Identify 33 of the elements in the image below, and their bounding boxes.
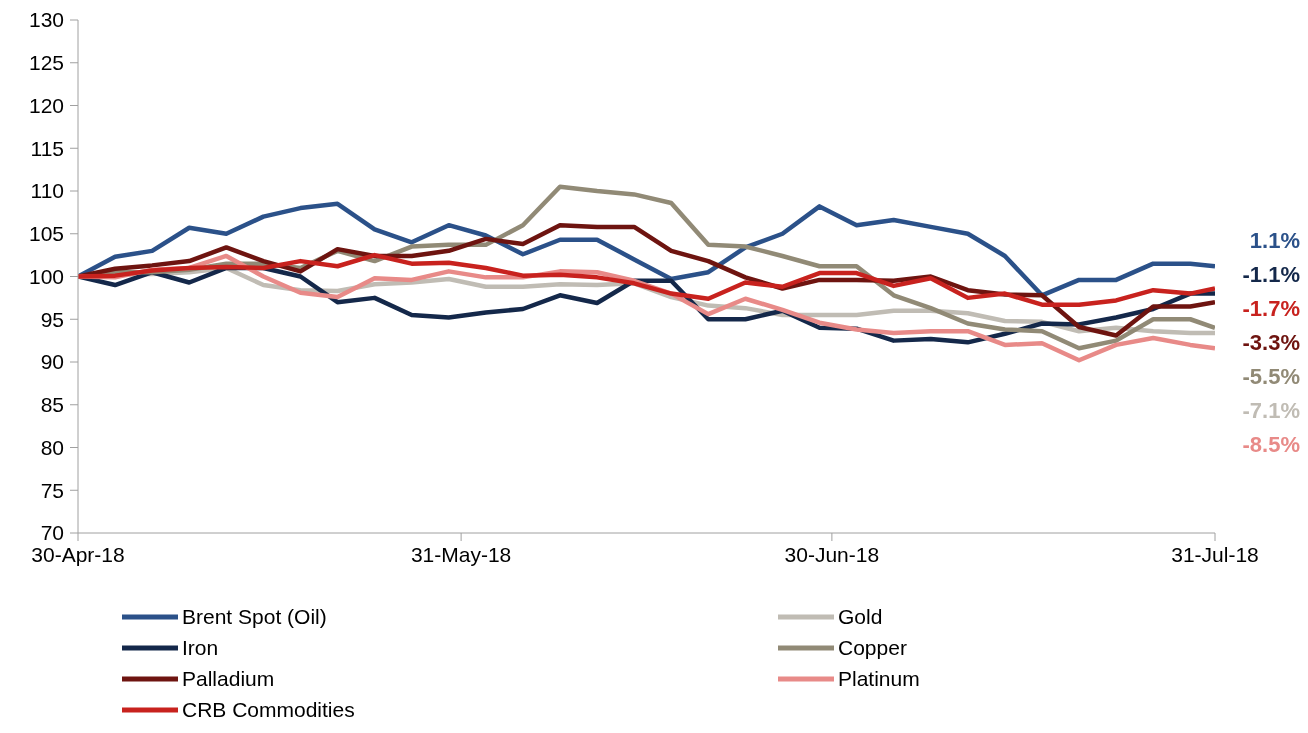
y-tick-label: 95	[40, 307, 64, 331]
y-tick-label: 90	[40, 350, 64, 374]
text: -1.7%	[1241, 296, 1300, 322]
legend-label: Brent Spot (Oil)	[182, 604, 327, 629]
y-tick-label: 110	[30, 179, 64, 203]
text: -1.1%	[1241, 262, 1300, 288]
y-tick-label: 80	[40, 435, 64, 459]
y-tick-label: 130	[28, 8, 64, 32]
y-tick-label: 75	[40, 478, 64, 502]
y-tick-label: 70	[40, 521, 64, 545]
text: -3.3%	[1241, 330, 1300, 356]
x-tick-label: 30-Apr-18	[31, 542, 125, 566]
y-tick-label: 125	[28, 51, 64, 75]
y-tick-label: 115	[30, 136, 64, 160]
legend-label: CRB Commodities	[182, 697, 355, 722]
y-tick-label: 100	[28, 264, 64, 288]
line-series	[78, 201, 1215, 298]
text: -5.5%	[1241, 364, 1300, 390]
y-tick-label: 105	[28, 222, 64, 246]
text: -8.5%	[1241, 432, 1300, 458]
legend-label: Copper	[838, 635, 907, 660]
x-tick-label: 31-May-18	[410, 542, 512, 566]
legend-label: Platinum	[838, 666, 920, 691]
legend-label: Gold	[838, 604, 883, 629]
text: 1.1%	[1248, 228, 1300, 254]
text: -7.1%	[1241, 398, 1300, 424]
legend-label: Palladium	[182, 666, 275, 691]
x-tick-label: 31-Jul-18	[1171, 542, 1259, 566]
line-series	[78, 252, 1215, 307]
x-tick-label: 30-Jun-18	[784, 542, 880, 566]
legend-label: Iron	[182, 635, 219, 660]
y-tick-label: 85	[40, 393, 64, 417]
y-tick-label: 120	[28, 93, 64, 117]
